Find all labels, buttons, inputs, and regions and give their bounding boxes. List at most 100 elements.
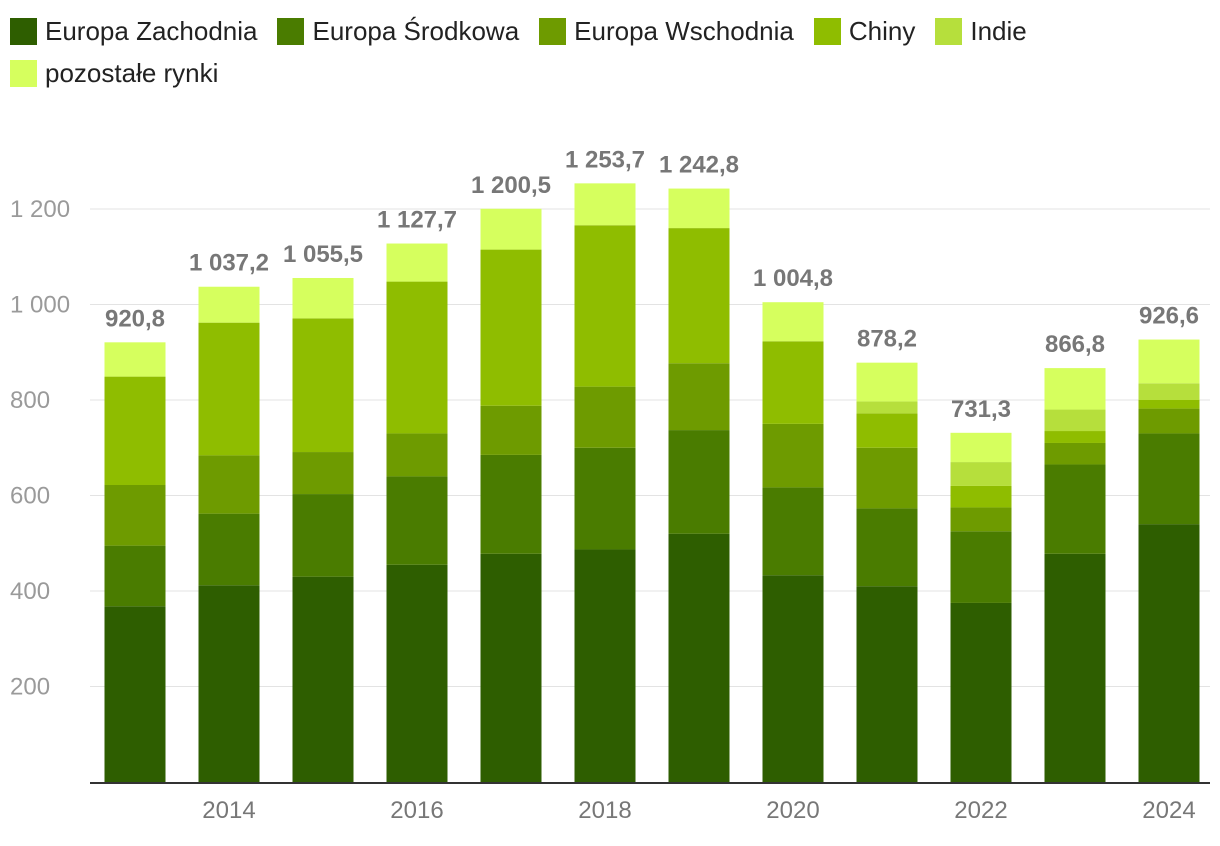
legend-swatch	[539, 17, 567, 45]
legend-item-europa-srodkowa[interactable]: Europa Środkowa	[277, 14, 519, 48]
x-tick-label: 2024	[1142, 797, 1195, 824]
bar-segment	[1138, 383, 1200, 400]
bar-segment	[1044, 442, 1106, 465]
bar-segment	[668, 533, 730, 782]
bar-segment	[480, 208, 542, 250]
bar-segment	[386, 243, 448, 282]
total-label: 1 127,7	[377, 207, 457, 234]
x-axis: 2014 2016 2018 2020 2022 2024	[202, 797, 1195, 824]
bar-segment	[480, 553, 542, 782]
bar-segment	[762, 423, 824, 488]
bar-segment	[762, 487, 824, 576]
bar-segment	[104, 484, 166, 546]
bar-segment	[668, 228, 730, 364]
legend-item-europa-zachodnia[interactable]: Europa Zachodnia	[10, 14, 257, 48]
gridlines	[90, 208, 1210, 687]
bar-segment	[292, 494, 354, 577]
y-tick-label: 1 000	[10, 292, 70, 319]
legend-swatch	[10, 17, 37, 45]
bar-segment	[856, 362, 918, 402]
bar-segment	[292, 318, 354, 453]
bar-segment	[198, 513, 260, 586]
bar-segment	[668, 363, 730, 431]
bar-segment	[386, 564, 448, 782]
y-tick-label: 600	[10, 483, 50, 510]
total-label: 1 037,2	[189, 250, 269, 277]
bar-segment	[386, 281, 448, 434]
bar-segment	[950, 485, 1012, 508]
bar-segment	[386, 433, 448, 477]
bar-segment	[292, 452, 354, 495]
legend-swatch	[10, 59, 37, 87]
bar-segment	[950, 602, 1012, 782]
bar-segment	[198, 455, 260, 514]
x-tick-label: 2014	[202, 797, 255, 824]
bar-segment	[292, 277, 354, 319]
bar-segment	[1044, 409, 1106, 432]
y-tick-label: 400	[10, 578, 50, 605]
legend-item-pozostale-rynki[interactable]: pozostałe rynki	[10, 56, 218, 90]
bar-segment	[762, 341, 824, 424]
bar-segment	[1138, 400, 1200, 409]
bar-segment	[386, 476, 448, 565]
legend-label: pozostałe rynki	[45, 57, 219, 88]
bar-segment	[1138, 408, 1200, 434]
bar-segment	[198, 585, 260, 782]
bar-segment	[856, 401, 918, 414]
y-tick-label: 1 200	[10, 196, 70, 223]
bar-segment	[950, 432, 1012, 463]
legend-item-europa-wschodnia[interactable]: Europa Wschodnia	[539, 14, 794, 48]
legend-label: Europa Zachodnia	[45, 15, 258, 46]
total-label: 926,6	[1139, 303, 1199, 330]
legend-swatch	[935, 17, 963, 45]
legend-label: Chiny	[848, 15, 916, 46]
bar-segment	[574, 386, 636, 448]
total-label: 731,3	[951, 396, 1011, 423]
bar-segment	[856, 508, 918, 587]
x-tick-label: 2016	[390, 797, 443, 824]
bar-segment	[1044, 464, 1106, 554]
legend: Europa Zachodnia Europa Środkowa Europa …	[10, 14, 1210, 90]
bar-segment	[762, 302, 824, 342]
bar-segment	[668, 430, 730, 534]
total-label: 1 253,7	[565, 146, 645, 173]
bar-segment	[1044, 553, 1106, 782]
legend-label: Europa Środkowa	[312, 15, 520, 46]
y-tick-label: 200	[10, 674, 50, 701]
total-label: 1 055,5	[283, 241, 363, 268]
bar-segment	[574, 225, 636, 387]
legend-item-chiny[interactable]: Chiny	[813, 14, 916, 48]
total-label: 1 004,8	[753, 265, 833, 292]
bar-segment	[480, 249, 542, 406]
bar-segment	[574, 183, 636, 226]
total-labels: 920,8 1 037,2 1 055,5 1 127,7 1 200,5 1 253,7…	[105, 146, 1199, 422]
bar-segment	[574, 447, 636, 550]
bar-segment	[1138, 433, 1200, 525]
y-axis: 200 400 600 800 1 000 1 200	[10, 196, 70, 701]
bar-segment	[1138, 524, 1200, 782]
bar-segment	[104, 545, 166, 607]
bar-segment	[480, 405, 542, 455]
x-tick-label: 2022	[954, 797, 1007, 824]
y-tick-label: 800	[10, 387, 50, 414]
bar-segment	[950, 507, 1012, 532]
bar-segment	[198, 286, 260, 323]
bar-segment	[104, 606, 166, 782]
legend-swatch	[277, 17, 305, 45]
bar-segment	[104, 376, 166, 485]
legend-label: Europa Wschodnia	[574, 15, 794, 46]
bar-segment	[104, 342, 166, 377]
bar-segment	[292, 576, 354, 782]
bar-segment	[950, 531, 1012, 603]
x-tick-label: 2018	[578, 797, 631, 824]
bar-segment	[668, 188, 730, 229]
bar-segment	[480, 454, 542, 554]
bar-segment	[856, 413, 918, 448]
legend-item-indie[interactable]: Indie	[935, 14, 1027, 48]
bar-segment	[574, 549, 636, 782]
bar-segment	[1044, 368, 1106, 410]
bar-segment	[762, 575, 824, 782]
total-label: 920,8	[105, 305, 165, 332]
total-label: 878,2	[857, 326, 917, 353]
legend-label: Indie	[970, 15, 1027, 46]
